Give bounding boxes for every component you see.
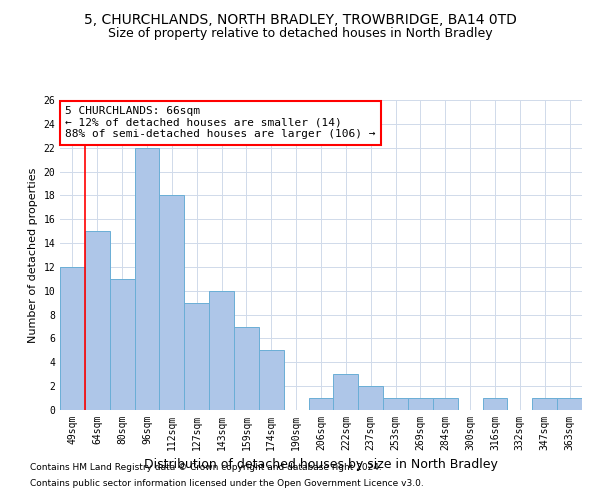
Text: 5, CHURCHLANDS, NORTH BRADLEY, TROWBRIDGE, BA14 0TD: 5, CHURCHLANDS, NORTH BRADLEY, TROWBRIDG… xyxy=(83,12,517,26)
Bar xyxy=(110,279,134,410)
Bar xyxy=(433,398,458,410)
Text: Size of property relative to detached houses in North Bradley: Size of property relative to detached ho… xyxy=(107,28,493,40)
Text: Contains public sector information licensed under the Open Government Licence v3: Contains public sector information licen… xyxy=(30,478,424,488)
Text: 5 CHURCHLANDS: 66sqm
← 12% of detached houses are smaller (14)
88% of semi-detac: 5 CHURCHLANDS: 66sqm ← 12% of detached h… xyxy=(65,106,376,140)
Bar xyxy=(482,398,508,410)
Bar xyxy=(259,350,284,410)
Bar xyxy=(160,196,184,410)
Bar xyxy=(532,398,557,410)
Bar xyxy=(209,291,234,410)
Y-axis label: Number of detached properties: Number of detached properties xyxy=(28,168,38,342)
Bar xyxy=(184,302,209,410)
Bar xyxy=(60,267,85,410)
Text: Contains HM Land Registry data © Crown copyright and database right 2024.: Contains HM Land Registry data © Crown c… xyxy=(30,464,382,472)
Bar xyxy=(358,386,383,410)
Bar xyxy=(308,398,334,410)
X-axis label: Distribution of detached houses by size in North Bradley: Distribution of detached houses by size … xyxy=(144,458,498,471)
Bar xyxy=(408,398,433,410)
Bar xyxy=(85,231,110,410)
Bar xyxy=(334,374,358,410)
Bar xyxy=(383,398,408,410)
Bar xyxy=(557,398,582,410)
Bar xyxy=(134,148,160,410)
Bar xyxy=(234,326,259,410)
